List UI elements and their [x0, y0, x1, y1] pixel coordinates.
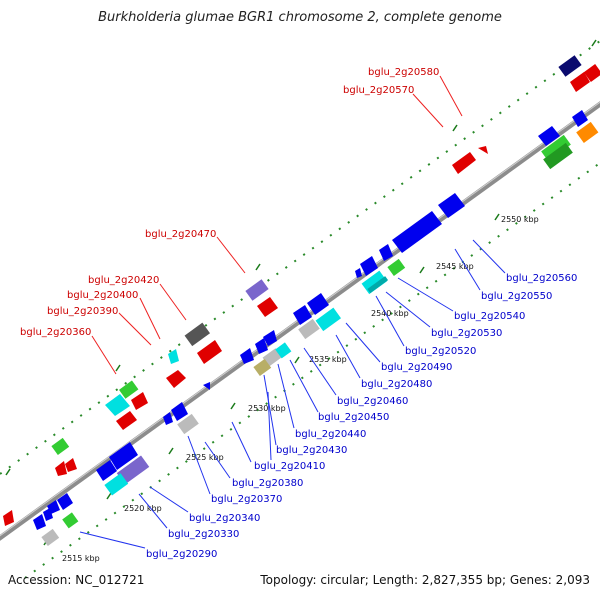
- gene-block: [104, 473, 129, 496]
- gene-arrow: [355, 268, 362, 278]
- gene-label: bglu_2g20560: [506, 273, 577, 284]
- gene-label: bglu_2g20410: [254, 461, 325, 472]
- gene-arrow: [116, 411, 137, 430]
- gene-label: bglu_2g20400: [67, 290, 138, 301]
- gene-block: [576, 121, 599, 143]
- gene-arrow: [171, 402, 188, 421]
- gene-block: [245, 279, 269, 301]
- gene-block: [558, 55, 582, 77]
- gene-arrow: [438, 193, 465, 218]
- gene-arrow: [572, 110, 588, 127]
- gene-label: bglu_2g20450: [318, 412, 389, 423]
- gene-label: bglu_2g20380: [232, 478, 303, 489]
- gene-arrow: [452, 152, 476, 174]
- scale-label: 2520 kbp: [124, 504, 162, 513]
- scale-labels: 2515 kbp 2520 kbp 2525 kbp 2530 kbp 2535…: [62, 215, 539, 563]
- gene-label: bglu_2g20470: [145, 229, 216, 240]
- gene-block: [184, 322, 211, 347]
- forward-callouts: [91, 75, 463, 375]
- gene-block: [62, 512, 79, 529]
- gene-block: [275, 342, 292, 359]
- gene-arrow: [392, 211, 442, 253]
- gene-label: bglu_2g20460: [337, 396, 408, 407]
- gene-label: bglu_2g20330: [168, 529, 239, 540]
- gene-block: [543, 142, 573, 170]
- gene-block: [583, 64, 600, 82]
- gene-block: [387, 258, 406, 276]
- gene-label: bglu_2g20550: [481, 291, 552, 302]
- gene-arrow: [57, 493, 73, 510]
- gene-arrow: [197, 340, 222, 364]
- gene-label: bglu_2g20290: [146, 549, 217, 560]
- scale-label: 2545 kbp: [436, 262, 474, 271]
- gene-arrow: [293, 305, 312, 325]
- scale-label: 2550 kbp: [501, 215, 539, 224]
- gene-arrow: [240, 348, 254, 364]
- map-title: Burkholderia glumae BGR1 chromosome 2, c…: [98, 10, 502, 25]
- reverse-callouts: [79, 239, 506, 549]
- gene-arrow: [65, 458, 77, 472]
- gene-arrow: [203, 382, 210, 390]
- reverse-genes: [33, 110, 599, 546]
- gene-block: [541, 134, 571, 162]
- gene-label: bglu_2g20390: [47, 306, 118, 317]
- forward-genes: [3, 55, 600, 526]
- gene-arrow: [55, 461, 67, 476]
- gene-label: bglu_2g20480: [361, 379, 432, 390]
- gene-arrow: [379, 244, 393, 261]
- scale-label: 2525 kbp: [186, 453, 224, 462]
- gene-label: bglu_2g20490: [381, 362, 452, 373]
- scale-label: 2515 kbp: [62, 554, 100, 563]
- gene-block: [177, 413, 199, 435]
- gene-block: [315, 307, 342, 332]
- gene-block: [119, 380, 139, 399]
- gene-arrow: [33, 514, 46, 530]
- gene-label: bglu_2g20570: [343, 85, 414, 96]
- gene-block: [253, 358, 272, 376]
- gene-arrow: [109, 442, 138, 470]
- gene-arrow: [105, 394, 130, 416]
- scale-label: 2540 kbp: [371, 309, 409, 318]
- scale-label: 2530 kbp: [248, 404, 286, 413]
- gene-arrow: [360, 256, 378, 276]
- gene-label: bglu_2g20360: [20, 327, 91, 338]
- gene-arrow: [478, 146, 488, 154]
- gene-block: [361, 270, 388, 295]
- gene-arrow: [570, 72, 590, 92]
- gene-block: [116, 455, 150, 485]
- gene-arrow: [131, 392, 148, 410]
- gene-label: bglu_2g20580: [368, 67, 439, 78]
- scale-label: 2535 kbp: [309, 355, 347, 364]
- gene-block: [262, 348, 282, 367]
- gene-block: [51, 437, 70, 455]
- gene-arrow: [168, 349, 179, 364]
- gene-arrow: [163, 412, 173, 425]
- gene-block: [41, 528, 60, 546]
- gene-label: bglu_2g20530: [431, 328, 502, 339]
- gene-label: bglu_2g20420: [88, 275, 159, 286]
- gene-label: bglu_2g20340: [189, 513, 260, 524]
- genome-stats-text: Topology: circular; Length: 2,827,355 bp…: [260, 573, 590, 587]
- gene-arrow: [43, 508, 53, 521]
- gene-label: bglu_2g20540: [454, 311, 525, 322]
- gene-arrow: [166, 370, 186, 388]
- gene-arrow: [255, 338, 268, 354]
- gene-label: bglu_2g20440: [295, 429, 366, 440]
- gene-arrow: [3, 510, 14, 526]
- gene-arrow: [96, 460, 117, 481]
- gene-block: [367, 276, 389, 294]
- gene-arrow: [263, 330, 277, 346]
- gene-label: bglu_2g20520: [405, 346, 476, 357]
- gene-block: [298, 318, 320, 340]
- gene-arrow: [538, 126, 560, 146]
- forward-gene-labels: bglu_2g20580 bglu_2g20570 bglu_2g20470 b…: [20, 67, 439, 338]
- gene-label: bglu_2g20430: [276, 445, 347, 456]
- gene-label: bglu_2g20370: [211, 494, 282, 505]
- accession-text: Accession: NC_012721: [8, 573, 145, 587]
- gene-arrow: [307, 293, 329, 315]
- gene-arrow: [257, 297, 278, 317]
- reverse-gene-labels: bglu_2g20560 bglu_2g20550 bglu_2g20540 b…: [146, 273, 577, 560]
- guide-tracks: [0, 40, 600, 579]
